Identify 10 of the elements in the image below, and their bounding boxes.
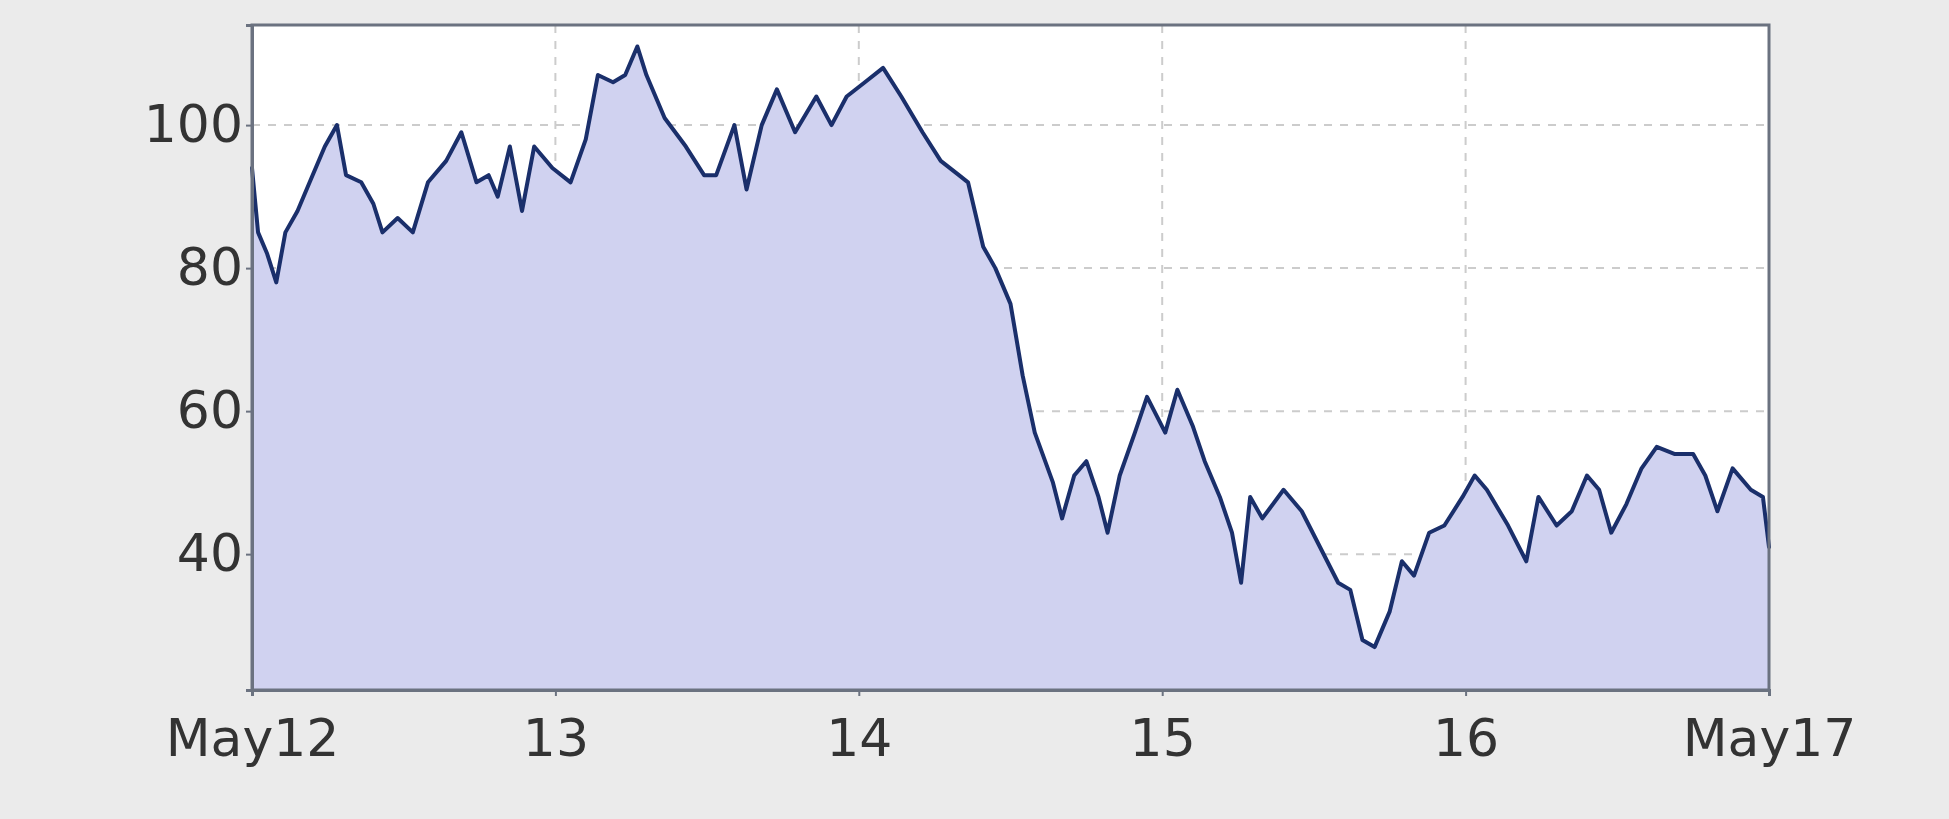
x-tick-label: 15 (1129, 708, 1196, 769)
x-tick-label: 16 (1433, 708, 1500, 769)
y-tick-label: 40 (176, 523, 243, 584)
y-tick-label: 80 (176, 237, 243, 298)
x-tick-label: May17 (1682, 708, 1857, 769)
y-tick-label: 100 (143, 94, 243, 155)
y-tick-label: 60 (176, 380, 243, 441)
x-tick-label: 14 (826, 708, 893, 769)
x-tick-label: May12 (165, 708, 340, 769)
x-tick-label: 13 (522, 708, 589, 769)
